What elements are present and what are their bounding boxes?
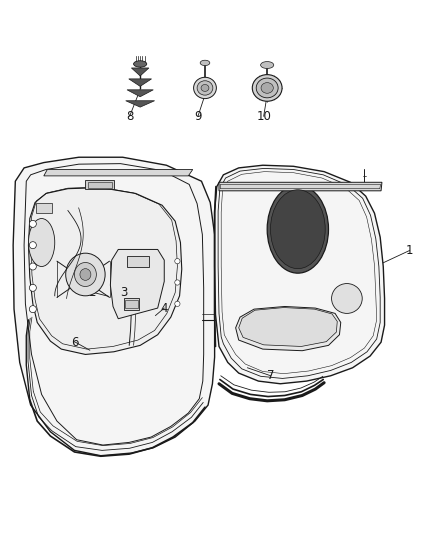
Text: 9: 9 [194,110,202,123]
Polygon shape [131,68,149,76]
Ellipse shape [175,280,180,285]
Text: 3: 3 [120,286,127,298]
Polygon shape [110,249,164,319]
Text: 4: 4 [160,302,168,314]
Ellipse shape [197,80,213,95]
Polygon shape [88,182,112,188]
Ellipse shape [332,284,362,313]
Polygon shape [36,203,52,213]
Ellipse shape [29,220,36,228]
Polygon shape [129,79,152,86]
Ellipse shape [29,305,36,313]
Text: 8: 8 [126,110,133,123]
Text: 1: 1 [406,244,413,257]
Ellipse shape [271,190,325,269]
Ellipse shape [28,219,55,266]
Polygon shape [126,101,155,107]
Ellipse shape [80,269,91,280]
Polygon shape [85,180,114,189]
Text: 6: 6 [71,336,79,349]
Ellipse shape [175,301,180,306]
Polygon shape [239,308,337,346]
Ellipse shape [29,263,36,270]
Text: 2: 2 [88,286,96,298]
Ellipse shape [66,253,105,296]
Ellipse shape [267,185,328,273]
Ellipse shape [252,75,282,101]
Ellipse shape [134,61,147,67]
Polygon shape [44,169,193,176]
Polygon shape [127,256,149,266]
Ellipse shape [261,83,273,93]
Ellipse shape [194,77,216,99]
Polygon shape [219,182,382,191]
Ellipse shape [201,84,209,92]
Polygon shape [28,188,182,354]
Polygon shape [124,298,139,310]
Polygon shape [215,165,385,384]
Polygon shape [236,306,341,351]
Text: 10: 10 [256,110,271,123]
Ellipse shape [29,284,36,292]
Ellipse shape [200,60,210,66]
Ellipse shape [256,78,278,98]
Ellipse shape [29,241,36,249]
Polygon shape [13,157,215,456]
Ellipse shape [175,259,180,264]
Ellipse shape [261,62,274,68]
Polygon shape [125,300,138,308]
Ellipse shape [74,263,96,287]
Text: 7: 7 [267,369,275,382]
Polygon shape [127,90,153,96]
